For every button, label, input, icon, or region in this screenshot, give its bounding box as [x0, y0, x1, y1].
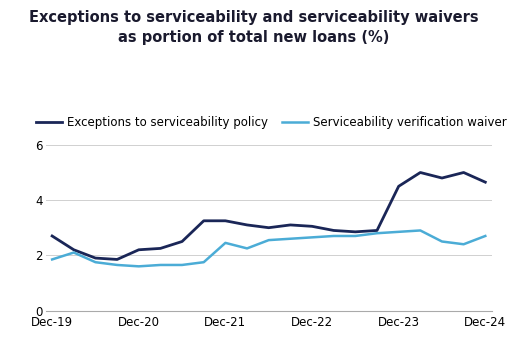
Text: Exceptions to serviceability and serviceability waivers
as portion of total new : Exceptions to serviceability and service…	[29, 10, 478, 45]
Legend: Exceptions to serviceability policy, Serviceability verification waivers: Exceptions to serviceability policy, Ser…	[31, 111, 507, 134]
